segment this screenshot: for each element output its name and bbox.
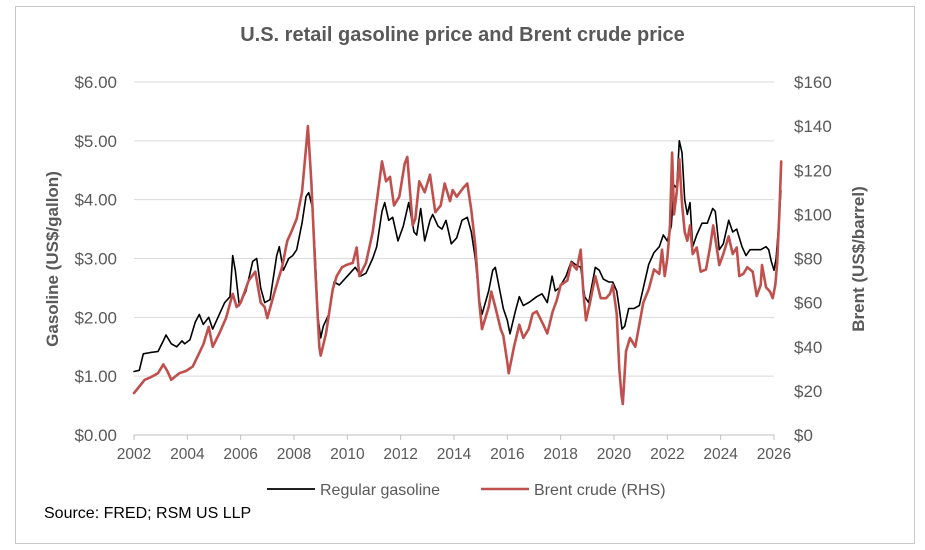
y-right-axis: $0 $20 $40 $60 $80 $100 $120 $140 $160 — [794, 73, 832, 445]
y-right-tick: $0 — [794, 426, 813, 445]
y-right-tick: $160 — [794, 73, 832, 92]
x-tick-label: 2006 — [223, 446, 257, 463]
y-left-tick: $3.00 — [74, 250, 117, 269]
x-tick-label: 2016 — [490, 446, 524, 463]
legend-item-gasoline: Regular gasoline — [267, 482, 440, 499]
gridlines — [134, 81, 774, 377]
legend-item-brent: Brent crude (RHS) — [481, 482, 666, 499]
x-tick-label: 2022 — [650, 446, 684, 463]
y-left-axis: $0.00 $1.00 $2.00 $3.00 $4.00 $5.00 $6.00 — [74, 73, 117, 445]
y-right-tick: $40 — [794, 338, 822, 357]
y-right-label: Brent (US$/barrel) — [849, 186, 868, 331]
y-left-tick: $4.00 — [74, 191, 117, 210]
y-left-tick: $6.00 — [74, 73, 117, 92]
x-tick-label: 2026 — [757, 446, 791, 463]
y-right-tick: $100 — [794, 205, 832, 224]
y-right-tick: $140 — [794, 117, 832, 136]
y-right-tick: $120 — [794, 161, 832, 180]
x-tick-label: 2010 — [330, 446, 365, 463]
x-tick-label: 2020 — [597, 446, 632, 463]
x-tick-label: 2004 — [170, 446, 205, 463]
series-line-gasoline — [133, 140, 782, 373]
y-left-tick: $2.00 — [74, 308, 117, 327]
x-tick-label: 2014 — [437, 446, 472, 463]
legend-label: Regular gasoline — [320, 482, 440, 499]
y-right-tick: $60 — [794, 294, 822, 313]
y-right-tick: $80 — [794, 250, 822, 269]
legend-label: Brent crude (RHS) — [534, 482, 666, 499]
y-left-label: Gasoline (US$/gallon) — [43, 171, 62, 347]
x-tick-label: 2024 — [703, 446, 738, 463]
x-tick-label: 2002 — [117, 446, 151, 463]
x-tick-label: 2018 — [543, 446, 577, 463]
series-lines — [132, 124, 783, 406]
legend: Regular gasoline Brent crude (RHS) — [267, 482, 666, 499]
chart-title: U.S. retail gasoline price and Brent cru… — [240, 24, 685, 46]
x-tick-label: 2008 — [277, 446, 311, 463]
series-line-brent — [132, 124, 783, 406]
y-left-tick: $0.00 — [74, 426, 117, 445]
y-left-tick: $5.00 — [74, 132, 117, 151]
source-note: Source: FRED; RSM US LLP — [44, 505, 252, 522]
x-axis: 2002 2004 2006 2008 2010 2012 2014 2016 2018 2020… — [117, 434, 791, 463]
x-tick-label: 2012 — [383, 446, 417, 463]
y-left-tick: $1.00 — [74, 367, 117, 386]
y-right-tick: $20 — [794, 382, 822, 401]
